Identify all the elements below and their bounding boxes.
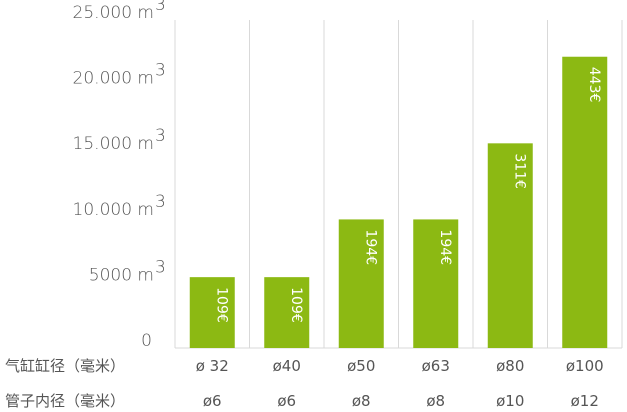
bars: 109€ 109€ 194€ 194€ 311€ 443€ (189, 56, 608, 349)
x-tick-label-tube: ø12 (571, 392, 599, 410)
bar-price-label: 109€ (213, 287, 229, 323)
y-tick-unit-exponent: 3 (155, 192, 166, 212)
x-tick-label-tube: ø10 (496, 392, 524, 410)
x-axis-row-cylinder-bore: 气缸缸径（毫米） ø 32 ø40 ø50 ø63 ø80 ø100 (5, 357, 604, 375)
y-tick-label: 25.000 m (73, 3, 154, 23)
x-tick-label-bore: ø63 (422, 357, 450, 375)
y-tick-label: 0 (141, 331, 152, 351)
y-tick-label: 15.000 m (73, 134, 154, 154)
x-tick-label-tube: ø8 (426, 392, 445, 410)
y-tick-unit-exponent: 3 (155, 61, 166, 81)
bar (413, 219, 459, 348)
x-tick-label-bore: ø50 (347, 357, 375, 375)
x-tick-label-tube: ø8 (352, 392, 371, 410)
bar (562, 56, 608, 349)
row1-label: 气缸缸径（毫米） (5, 357, 125, 375)
y-tick-label: 10.000 m (73, 200, 154, 220)
x-axis-row-tube-inner-diameter: 管子内径（毫米） ø6 ø6 ø8 ø8 ø10 ø12 (5, 392, 599, 410)
x-tick-label-bore: ø40 (273, 357, 301, 375)
x-tick-label-tube: ø6 (203, 392, 222, 410)
bar (264, 277, 310, 348)
bar (338, 219, 384, 348)
x-tick-label-tube: ø6 (277, 392, 296, 410)
bar-price-label: 194€ (362, 229, 378, 265)
x-tick-label-bore: ø100 (566, 357, 604, 375)
bar-price-label: 443€ (586, 67, 602, 103)
bar (487, 143, 533, 348)
y-tick-unit-exponent: 3 (155, 126, 166, 146)
grid-lines (174, 20, 623, 349)
y-tick-label: 20.000 m (73, 69, 154, 89)
y-tick-unit-exponent: 3 (155, 257, 166, 277)
x-tick-label-bore: ø80 (496, 357, 524, 375)
bar-price-label: 311€ (511, 153, 527, 189)
bar-price-label: 194€ (437, 229, 453, 265)
y-tick-label: 5000 m (89, 265, 154, 285)
x-tick-label-bore: ø 32 (196, 357, 229, 375)
y-tick-unit-exponent: 3 (155, 0, 166, 15)
row2-label: 管子内径（毫米） (5, 392, 125, 410)
bar (189, 277, 235, 348)
bar-price-label: 109€ (288, 287, 304, 323)
